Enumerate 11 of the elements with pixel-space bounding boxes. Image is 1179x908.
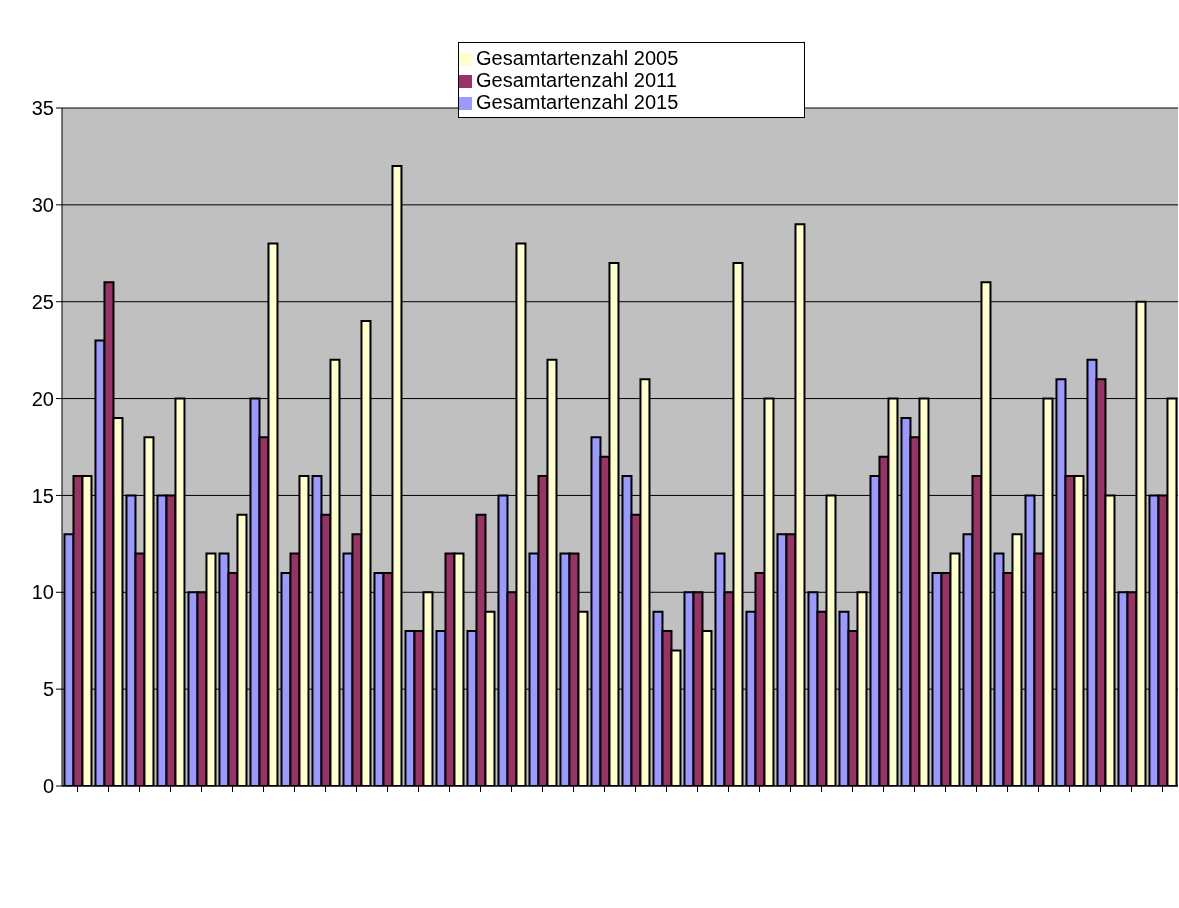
y-tick-label: 15 <box>31 484 54 507</box>
legend-label: Gesamtartenzahl 2005 <box>476 47 679 69</box>
y-tick-label: 5 <box>42 678 54 701</box>
legend-label: Gesamtartenzahl 2015 <box>476 91 679 113</box>
y-tick-label: 25 <box>31 290 54 313</box>
legend-label: Gesamtartenzahl 2011 <box>476 69 677 91</box>
y-tick-label: 20 <box>31 387 54 410</box>
y-tick-label: 35 <box>31 97 54 120</box>
y-tick-label: 0 <box>42 775 54 798</box>
y-tick-label: 10 <box>31 581 54 604</box>
y-tick-label: 30 <box>31 193 54 216</box>
